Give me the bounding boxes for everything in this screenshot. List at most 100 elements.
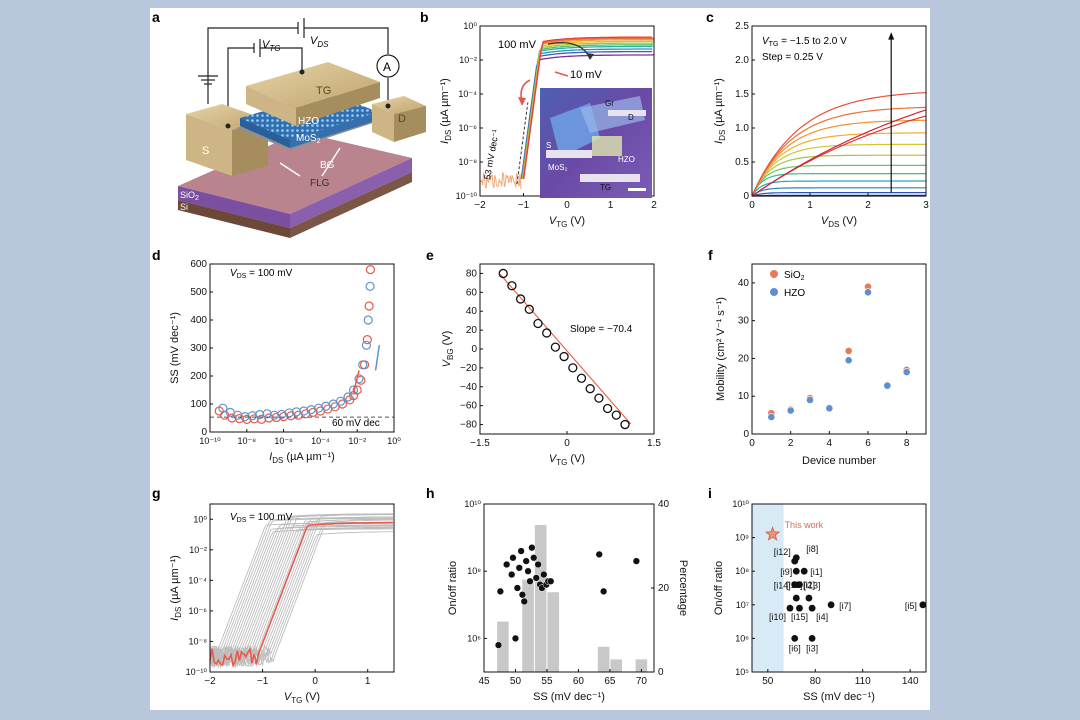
reference-point [791, 558, 798, 565]
data-point-reverse [307, 406, 315, 414]
data-point [525, 568, 532, 575]
x-tick-label: 10⁻⁴ [311, 436, 330, 446]
y-tick-label: −80 [460, 420, 477, 431]
legend-sio2-marker [770, 270, 778, 278]
data-point [528, 544, 535, 551]
y-tick-label: 400 [190, 315, 207, 326]
data-point [560, 353, 568, 361]
reference-label: [i6] [789, 643, 801, 653]
y-tick-label: 10⁻⁴ [188, 575, 207, 585]
inset-gr-label: Gr [605, 99, 614, 108]
reference-point [828, 601, 835, 608]
y2-axis-label: Percentage [677, 560, 689, 616]
grey-device-curve [210, 525, 393, 666]
data-point-sio2 [845, 347, 852, 354]
plot-frame [752, 264, 926, 434]
data-point-forward [363, 336, 371, 344]
data-point [516, 564, 523, 571]
data-point-reverse [344, 393, 352, 401]
panel-letter-h: h [426, 485, 435, 501]
panel-e-plot-area: −1.5 0 1.5−80−60−40−20020406080VTG (V)VBG … [441, 264, 661, 467]
y2-tick-label: 0 [658, 667, 664, 678]
panel-b-transfer-curves: b −2 −1 0 1 210⁻¹⁰10⁻⁸10⁻⁶10⁻⁴10⁻²10⁰VTG (V)… [420, 9, 657, 229]
data-point [517, 295, 525, 303]
y-tick-label: 40 [466, 306, 478, 317]
flg-label: FLG [310, 178, 330, 189]
panel-c-output-curves: c 0 1 2 3 0 0.5 1.0 1.5 2.0 2.5 VDS (V) IDS (µA µm⁻… [706, 9, 929, 229]
data-point [497, 588, 504, 595]
y-tick-label: 30 [738, 316, 750, 327]
data-point [540, 571, 547, 578]
x-tick-label: 10⁻² [348, 436, 366, 446]
y-axis-label: On/off ratio [713, 561, 725, 615]
bg-label: BG [320, 160, 335, 171]
x-tick-label: 10⁻⁶ [274, 436, 293, 446]
data-point [569, 364, 577, 372]
x-tick-label: −2 [204, 676, 216, 687]
data-point [604, 405, 612, 413]
data-point [521, 598, 528, 605]
y-tick-label: 10⁻² [459, 55, 477, 65]
reference-point [796, 605, 803, 612]
y-tick-label: 10⁻⁴ [458, 89, 477, 99]
data-point-reverse [366, 282, 374, 290]
x-axis-label: Device number [802, 455, 876, 467]
vds-low-annotation: 10 mV [570, 69, 602, 81]
legend-hzo-marker [770, 288, 778, 296]
this-work-label: This work [785, 520, 824, 530]
data-point [512, 635, 519, 642]
data-point-reverse [241, 413, 249, 421]
data-point-reverse [364, 316, 372, 324]
slope-annotation: Slope = −70.4 [570, 324, 633, 335]
x-tick-label: 0 [312, 676, 318, 687]
histogram-bar [610, 659, 622, 672]
histogram-bar [535, 525, 547, 672]
trend-arrow-icon [888, 32, 894, 39]
panel-letter-b: b [420, 9, 429, 25]
vtg-label: VTG [262, 39, 280, 53]
x-tick-label: 60 [573, 676, 585, 687]
panel-letter-e: e [426, 247, 434, 263]
data-point [519, 591, 526, 598]
ammeter-label: A [383, 60, 391, 74]
grey-device-curve [210, 523, 393, 666]
data-point [523, 558, 530, 565]
y-tick-label: 0 [743, 429, 749, 440]
inset-s-label: S [546, 141, 551, 150]
y-tick-label: 0 [743, 191, 749, 202]
inset-hzo-label: HZO [618, 155, 635, 164]
y-tick-label: 10⁻⁸ [458, 157, 477, 167]
vds-annotation-d: VDS = 100 mV [230, 268, 293, 280]
x-tick-label: 80 [810, 676, 822, 687]
reference-point [919, 601, 926, 608]
ss-reference-label: 60 mV dec [332, 418, 380, 429]
panel-letter-d: d [152, 247, 161, 263]
inset-mos2-label: MoS₂ [548, 163, 568, 172]
y-axis-label: Mobility (cm² V⁻¹ s⁻¹) [715, 297, 727, 401]
y-axis-label: SS (mV dec⁻¹) [169, 312, 181, 384]
vtg-range-annotation: VTG = −1.5 to 2.0 V [762, 36, 847, 48]
panel-e-vbg-vs-vtg: e −1.5 0 1.5−80−60−40−20020406080VTG (V)VB… [426, 247, 661, 467]
x-tick-label: 2 [651, 200, 657, 211]
data-point-forward [338, 400, 346, 408]
x-tick-label: 1 [608, 200, 614, 211]
y-tick-label: −60 [460, 401, 477, 412]
data-point-hzo [806, 396, 813, 403]
x-axis-label: IDS (µA µm⁻¹) [269, 451, 335, 465]
panel-d-plot-area: 10⁻¹⁰ 10⁻⁸ 10⁻⁶ 10⁻⁴ 10⁻² 10⁰0100200300400500… [169, 259, 401, 465]
data-point-reverse [337, 397, 345, 405]
reference-point [809, 605, 816, 612]
y-tick-label: 0.5 [735, 157, 749, 168]
x-tick-label: −1.5 [470, 438, 490, 449]
x-tick-label: 3 [923, 200, 929, 211]
y-axis-label: VBG (V) [441, 331, 455, 368]
y-tick-label: 10⁵ [735, 667, 749, 677]
panel-g-plot-area: −2 −1 0 110⁻¹⁰10⁻⁸10⁻⁶10⁻⁴10⁻²10⁰VTG (V)IDS… [169, 504, 394, 705]
red-pointer-icon [555, 72, 568, 76]
y-tick-label: 10⁶ [735, 633, 749, 643]
data-point-hzo [903, 368, 910, 375]
data-point [543, 329, 551, 337]
panel-f-plot-area: 0 2 4 6 8010203040Device numberMobility (cm²… [715, 264, 926, 467]
reference-label: [i5] [905, 601, 917, 611]
y-tick-label: 80 [466, 268, 478, 279]
